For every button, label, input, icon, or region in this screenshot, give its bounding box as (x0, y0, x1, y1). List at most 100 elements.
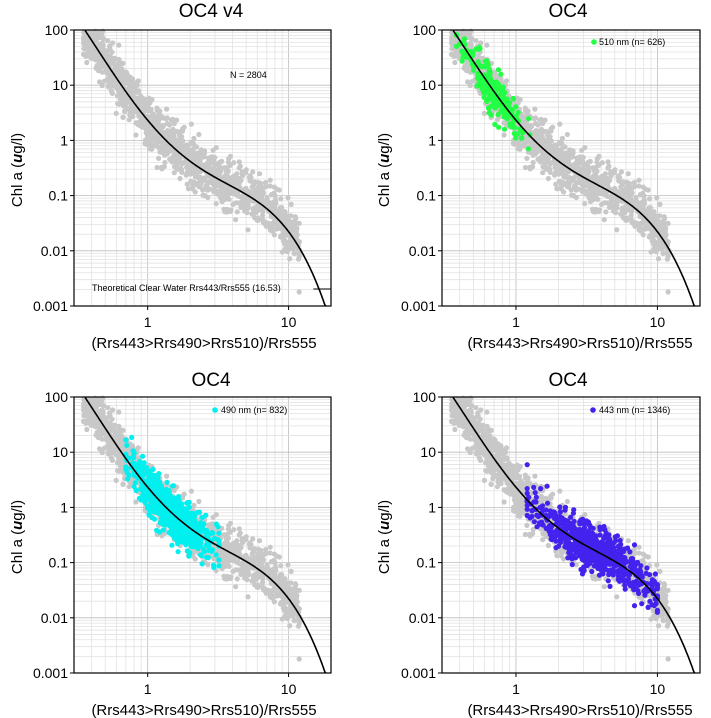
data-point (191, 135, 197, 141)
data-point (537, 134, 543, 140)
data-point (614, 227, 620, 233)
data-point (526, 116, 532, 122)
y-tick-label: 0.01 (409, 243, 436, 259)
data-point (119, 66, 125, 72)
data-point (235, 559, 241, 565)
data-point (291, 250, 297, 256)
data-point (580, 186, 586, 192)
data-point (111, 66, 118, 72)
data-point (105, 84, 111, 90)
data-point (486, 105, 492, 111)
all-points (80, 28, 303, 295)
data-point (453, 43, 460, 49)
data-point (608, 204, 614, 210)
data-point (233, 584, 239, 590)
data-point (189, 140, 195, 146)
data-point (110, 40, 116, 46)
data-point (637, 192, 643, 198)
data-point (285, 195, 291, 201)
data-point (636, 177, 642, 183)
data-point (501, 132, 507, 138)
data-point (273, 226, 279, 232)
data-point (582, 201, 588, 207)
data-point (264, 195, 270, 201)
data-point (291, 224, 297, 230)
data-point (113, 477, 119, 483)
data-point (149, 97, 155, 103)
data-point (179, 169, 185, 175)
data-point (120, 481, 126, 487)
x-axis-label: (Rrs443>Rrs490>Rrs510)/Rrs555 (91, 335, 316, 352)
data-point (212, 154, 218, 161)
data-point (661, 215, 668, 221)
y-tick-label: 0.1 (49, 188, 69, 204)
data-point (510, 96, 516, 102)
data-point (525, 146, 532, 152)
data-point (115, 61, 121, 67)
data-point (504, 115, 510, 122)
data-point (243, 185, 249, 191)
data-point (119, 433, 125, 439)
data-point (211, 186, 217, 192)
data-point (485, 61, 491, 67)
data-point (568, 192, 575, 198)
data-point (200, 192, 206, 198)
data-point (268, 226, 274, 232)
data-point (129, 108, 135, 114)
y-tick-label: 10 (52, 77, 68, 93)
y-tick-label: 1 (60, 132, 68, 148)
data-point (84, 426, 90, 433)
data-point (545, 133, 551, 139)
data-point (267, 183, 273, 189)
data-point (503, 78, 510, 84)
data-point (178, 137, 184, 144)
data-point (522, 164, 529, 171)
data-point (628, 212, 634, 218)
data-point (570, 148, 576, 154)
data-point (636, 183, 642, 189)
data-point (287, 623, 293, 629)
data-point (293, 582, 299, 588)
data-point (524, 155, 530, 161)
data-point (145, 108, 151, 114)
data-point (468, 36, 474, 42)
data-point (605, 159, 611, 165)
data-point (99, 31, 105, 37)
data-point (492, 121, 498, 127)
data-point (556, 170, 562, 176)
data-point (192, 189, 198, 195)
data-point (242, 208, 248, 214)
legend-marker (591, 39, 597, 45)
data-point (118, 99, 124, 106)
data-point (665, 220, 671, 226)
data-point (108, 55, 114, 61)
data-point (631, 180, 637, 186)
data-point (579, 147, 585, 153)
data-point (261, 586, 267, 592)
data-point (608, 169, 614, 175)
data-point (282, 211, 288, 217)
data-point (135, 445, 141, 451)
data-point (96, 79, 103, 85)
data-point (278, 205, 284, 211)
data-point (293, 215, 299, 221)
data-point (648, 249, 654, 255)
data-point (558, 150, 564, 156)
data-point (267, 177, 273, 183)
data-point (535, 122, 541, 128)
data-point (559, 135, 566, 141)
data-point (93, 34, 99, 40)
data-point (565, 184, 572, 190)
data-point (610, 208, 617, 214)
data-point (114, 460, 120, 466)
data-point (99, 449, 105, 456)
x-tick-label: 10 (281, 314, 297, 330)
data-point (224, 194, 230, 200)
data-point (149, 146, 155, 152)
clear-water-label: Theoretical Clear Water Rrs443/Rrs555 (1… (92, 283, 281, 293)
legend-label: 510 nm (n= 626) (599, 37, 665, 47)
data-point (603, 209, 609, 215)
data-point (120, 94, 126, 100)
